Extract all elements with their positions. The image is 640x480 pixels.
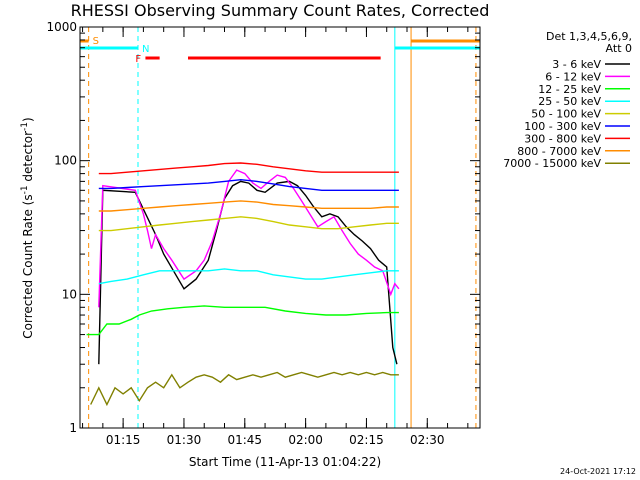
x-tick-label-5: 02:30 <box>410 433 445 447</box>
y-axis-label-sup2: -1 <box>20 122 30 131</box>
series-line-5 <box>98 178 399 192</box>
series-line-8 <box>90 371 399 407</box>
y-tick-label-2: 100 <box>54 154 77 168</box>
legend-label-8: 7000 - 15000 keV <box>503 157 601 170</box>
x-tick-label-3: 02:00 <box>288 433 323 447</box>
legend-label-7: 800 - 7000 keV <box>517 145 601 158</box>
footer-timestamp: 24-Oct-2021 17:12 <box>560 467 636 476</box>
plot-frame <box>79 26 481 429</box>
legend-label-4: 50 - 100 keV <box>531 108 601 121</box>
chart-title: RHESSI Observing Summary Count Rates, Co… <box>71 1 490 20</box>
series-line-6 <box>98 162 399 175</box>
y-tick-label-1: 10 <box>62 287 77 301</box>
flag-f-label: F <box>135 54 141 65</box>
x-axis-label: Start Time (11-Apr-13 01:04:22) <box>189 455 381 469</box>
y-axis-label: Corrected Count Rate (s-1 detector-1) <box>20 117 35 338</box>
legend-title-line1: Det 1,3,4,5,6,9, <box>546 30 632 43</box>
y-axis: 1 10 100 1000 <box>46 20 480 435</box>
y-tick-label-0: 1 <box>69 421 77 435</box>
x-axis: 01:15 01:30 01:45 02:00 02:15 02:30 <box>82 27 469 447</box>
x-tick-label-0: 01:15 <box>106 433 141 447</box>
flag-n-label: N <box>142 44 149 55</box>
y-tick-label-3: 1000 <box>46 20 77 34</box>
legend-label-6: 300 - 800 keV <box>524 132 601 145</box>
x-tick-label-2: 01:45 <box>227 433 262 447</box>
y-axis-label-prefix: Corrected Count Rate (s <box>21 194 35 338</box>
y-axis-label-mid: detector <box>21 131 35 186</box>
legend-label-5: 100 - 300 keV <box>524 120 601 133</box>
x-tick-label-1: 01:30 <box>167 433 202 447</box>
series-line-0 <box>98 180 398 365</box>
x-tick-label-4: 02:15 <box>349 433 384 447</box>
legend-label-3: 25 - 50 keV <box>538 95 601 108</box>
series-line-1 <box>98 169 400 308</box>
legend-label-1: 6 - 12 keV <box>545 70 601 83</box>
series-line-7 <box>98 200 399 212</box>
flag-s-label: S <box>93 36 99 47</box>
series-line-2 <box>86 305 399 336</box>
y-axis-label-suffix: ) <box>21 117 35 122</box>
series-line-3 <box>98 268 399 285</box>
legend-label-2: 12 - 25 keV <box>538 83 601 96</box>
series-line-4 <box>98 216 399 232</box>
y-axis-label-sup1: -1 <box>20 185 30 194</box>
legend-title-line2: Att 0 <box>606 42 632 55</box>
legend-label-0: 3 - 6 keV <box>552 58 601 71</box>
series-layer <box>86 162 400 407</box>
